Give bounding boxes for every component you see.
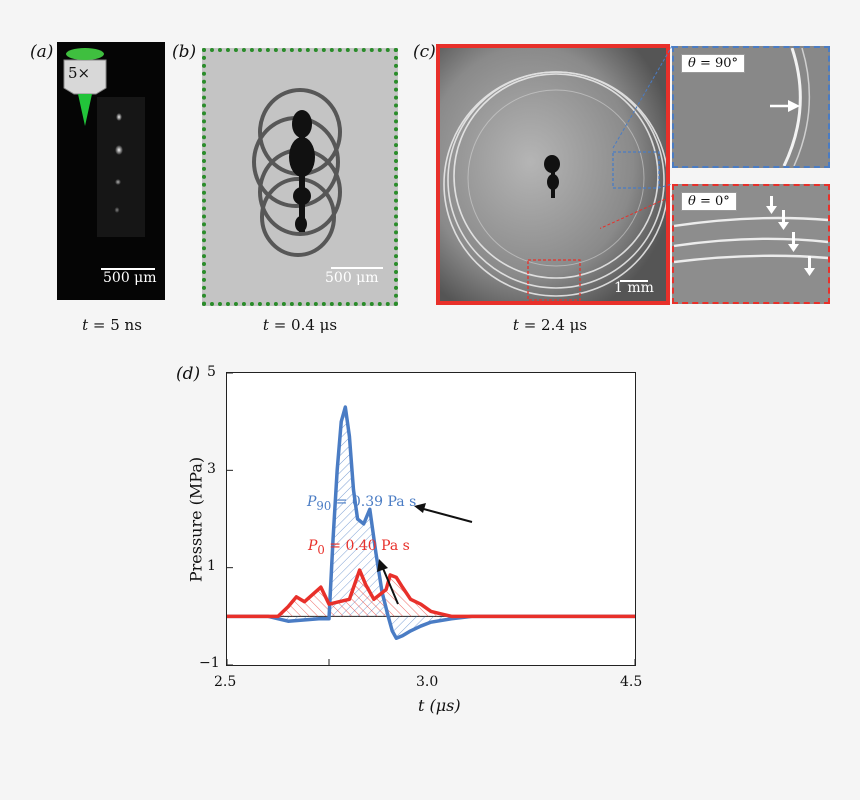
bubble-shadowgraph (252, 88, 383, 269)
theta-90-label: θ = 90° (681, 54, 746, 73)
series-line (227, 568, 635, 619)
annotation-p90: P90 = 0.39 Pa s (307, 494, 416, 513)
series-line (227, 405, 635, 640)
zoom-connector-lines (600, 45, 673, 229)
x-tick-label: 2.5 (214, 674, 237, 690)
panel-a-scale-bar-label: 500 μm (103, 270, 157, 286)
down-arrow-icon (766, 206, 777, 214)
panel-b-scale-bar-label: 500 μm (325, 270, 379, 286)
objective-lens-icon (60, 44, 110, 128)
annotation-text: = 0.40 Pa s (324, 538, 410, 554)
panel-b-caption: t = 0.4 μs (240, 316, 360, 334)
theta-90-value: = 90° (695, 56, 739, 71)
theta-0-value: = 0° (695, 194, 730, 209)
panel-a-label: (a) (30, 42, 54, 62)
shock-wave-image (440, 48, 666, 301)
panel-b-image (202, 48, 398, 306)
y-tick-label: 5 (207, 364, 216, 380)
x-axis-label: t (μs) (418, 696, 461, 715)
annotation-subscript: 90 (316, 498, 332, 513)
laser-focus-image (97, 97, 155, 270)
objective-magnification: 5× (68, 64, 91, 82)
panel-b-label: (b) (172, 42, 197, 62)
panel-c-label: (c) (413, 42, 436, 62)
theta-0-label: θ = 0° (681, 192, 737, 211)
theta-symbol: θ (688, 56, 696, 71)
down-arrow-icon (804, 268, 815, 276)
time-symbol: t (82, 316, 89, 334)
inset-theta-90-image (770, 48, 811, 166)
x-tick-label: 3.0 (416, 674, 439, 690)
pressure-chart (226, 372, 636, 666)
chart-plot-area (226, 372, 636, 666)
annotation-symbol: P (307, 494, 317, 510)
panel-a-time: = 5 ns (88, 316, 142, 334)
panel-a-image (57, 42, 165, 300)
annotation-symbol: P (308, 538, 318, 554)
y-tick-label: −1 (199, 655, 220, 671)
y-axis-label: Pressure (MPa) (186, 456, 206, 583)
x-tick-label: 4.5 (620, 674, 643, 690)
inset-theta-0-image (674, 196, 828, 276)
panel-c-time: = 2.4 μs (518, 316, 588, 334)
series-hatch-area (227, 407, 635, 639)
panel-b-time: = 0.4 μs (268, 316, 338, 334)
annotation-text: = 0.39 Pa s (331, 494, 417, 510)
annotation-p0: P0 = 0.40 Pa s (308, 538, 410, 557)
theta-symbol: θ (688, 194, 696, 209)
time-symbol: t (262, 316, 269, 334)
panel-c-caption: t = 2.4 μs (490, 316, 610, 334)
y-tick-label: 1 (207, 558, 216, 574)
panel-d-label: (d) (176, 364, 201, 384)
right-arrow-icon (788, 100, 800, 112)
panel-c-scale-bar-label: 1 mm (614, 280, 654, 296)
down-arrow-icon (778, 222, 789, 230)
panel-a-caption: t = 5 ns (62, 316, 162, 334)
panel-c-image (436, 44, 670, 305)
y-tick-label: 3 (207, 461, 216, 477)
annotation-subscript: 0 (317, 542, 325, 557)
down-arrow-icon (788, 244, 799, 252)
time-symbol: t (512, 316, 519, 334)
